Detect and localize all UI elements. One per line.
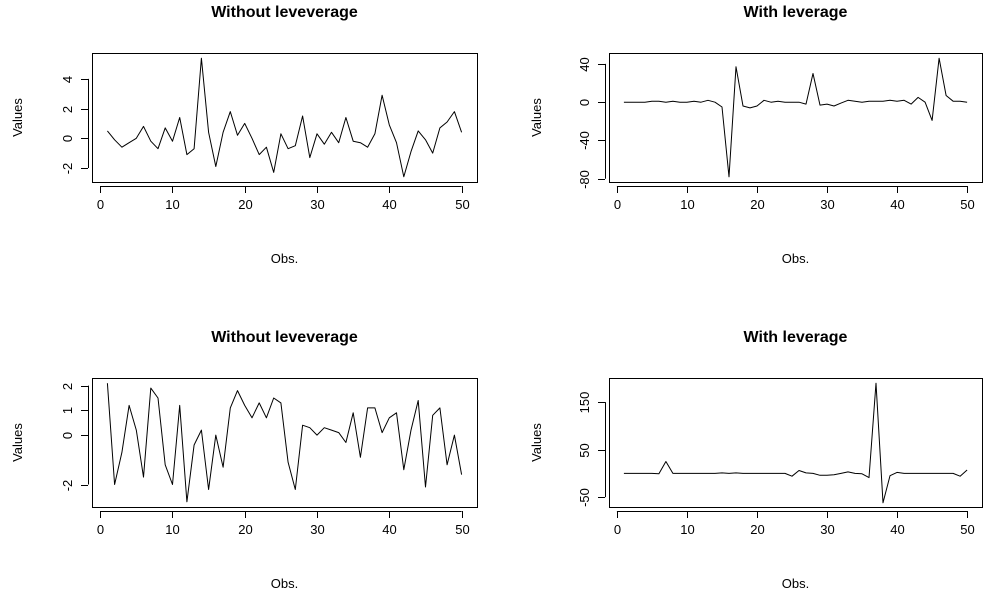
x-tick-label: 40 — [890, 522, 904, 537]
chart-panel-2: With leverage 0 10 20 30 40 50 -80 -40 0 40 Obs. Val… — [529, 4, 983, 266]
y-tick-label: -80 — [577, 170, 592, 189]
series-line — [623, 382, 968, 504]
y-tick-label: 1 — [60, 407, 75, 414]
chart-title: With leverage — [744, 4, 848, 21]
x-tick-label: 50 — [455, 197, 469, 212]
chart-panel-3: Without leveverage 0 10 20 30 40 50 -2 0 1 2 Obs. Va… — [10, 329, 478, 591]
x-tick-label: 50 — [960, 522, 974, 537]
y-tick-label: 0 — [577, 99, 592, 106]
x-tick-label: 30 — [310, 522, 324, 537]
x-tick-label: 10 — [165, 197, 179, 212]
y-tick-label: 0 — [60, 432, 75, 439]
x-tick-label: 0 — [97, 197, 104, 212]
x-axis-label: Obs. — [782, 576, 809, 591]
y-axis-label: Values — [529, 423, 544, 462]
y-axis-label: Values — [10, 423, 25, 462]
x-tick-label: 10 — [680, 197, 694, 212]
x-tick-label: 10 — [680, 522, 694, 537]
y-tick-label: 150 — [577, 392, 592, 414]
y-tick-label: -50 — [577, 488, 592, 507]
series-line — [107, 57, 463, 178]
x-tick-label: 20 — [238, 522, 252, 537]
chart-panel-1: Without leveverage 0 10 20 30 40 50 -2 0 2 4 Obs. Va… — [10, 4, 478, 266]
series-line — [106, 383, 463, 503]
x-tick-label: 20 — [750, 522, 764, 537]
x-axis-label: Obs. — [782, 251, 809, 266]
x-tick-label: 10 — [165, 522, 179, 537]
plot-frame — [609, 378, 983, 508]
y-tick-label: -2 — [60, 480, 75, 492]
chart-title: Without leveverage — [211, 4, 358, 21]
x-tick-label: 50 — [455, 522, 469, 537]
x-tick-label: 40 — [382, 522, 396, 537]
y-tick-label: 4 — [60, 76, 75, 83]
x-tick-label: 0 — [97, 522, 104, 537]
y-tick-label: 40 — [577, 57, 592, 71]
x-axis-label: Obs. — [271, 251, 298, 266]
x-tick-label: 0 — [614, 522, 621, 537]
x-tick-label: 20 — [238, 197, 252, 212]
y-tick-label: -40 — [577, 131, 592, 150]
chart-panel-4: With leverage 0 10 20 30 40 50 -50 50 150 Obs. Valu… — [529, 329, 983, 591]
x-tick-label: 50 — [960, 197, 974, 212]
y-axis-label: Values — [10, 98, 25, 137]
x-tick-label: 20 — [750, 197, 764, 212]
y-tick-label: 2 — [60, 383, 75, 390]
x-tick-label: 30 — [820, 197, 834, 212]
y-tick-label: -2 — [60, 163, 75, 175]
series-line — [623, 57, 968, 178]
y-tick-label: 50 — [577, 443, 592, 457]
x-tick-label: 40 — [890, 197, 904, 212]
chart-title: With leverage — [744, 329, 848, 346]
x-tick-label: 0 — [614, 197, 621, 212]
x-tick-label: 40 — [382, 197, 396, 212]
x-axis-label: Obs. — [271, 576, 298, 591]
x-tick-label: 30 — [310, 197, 324, 212]
chart-title: Without leveverage — [211, 329, 358, 346]
plot-frame — [92, 53, 478, 183]
x-tick-label: 30 — [820, 522, 834, 537]
y-axis-label: Values — [529, 98, 544, 137]
plot-frame — [92, 378, 478, 508]
y-tick-label: 0 — [60, 135, 75, 142]
y-tick-label: 2 — [60, 106, 75, 113]
plot-frame — [609, 53, 983, 183]
